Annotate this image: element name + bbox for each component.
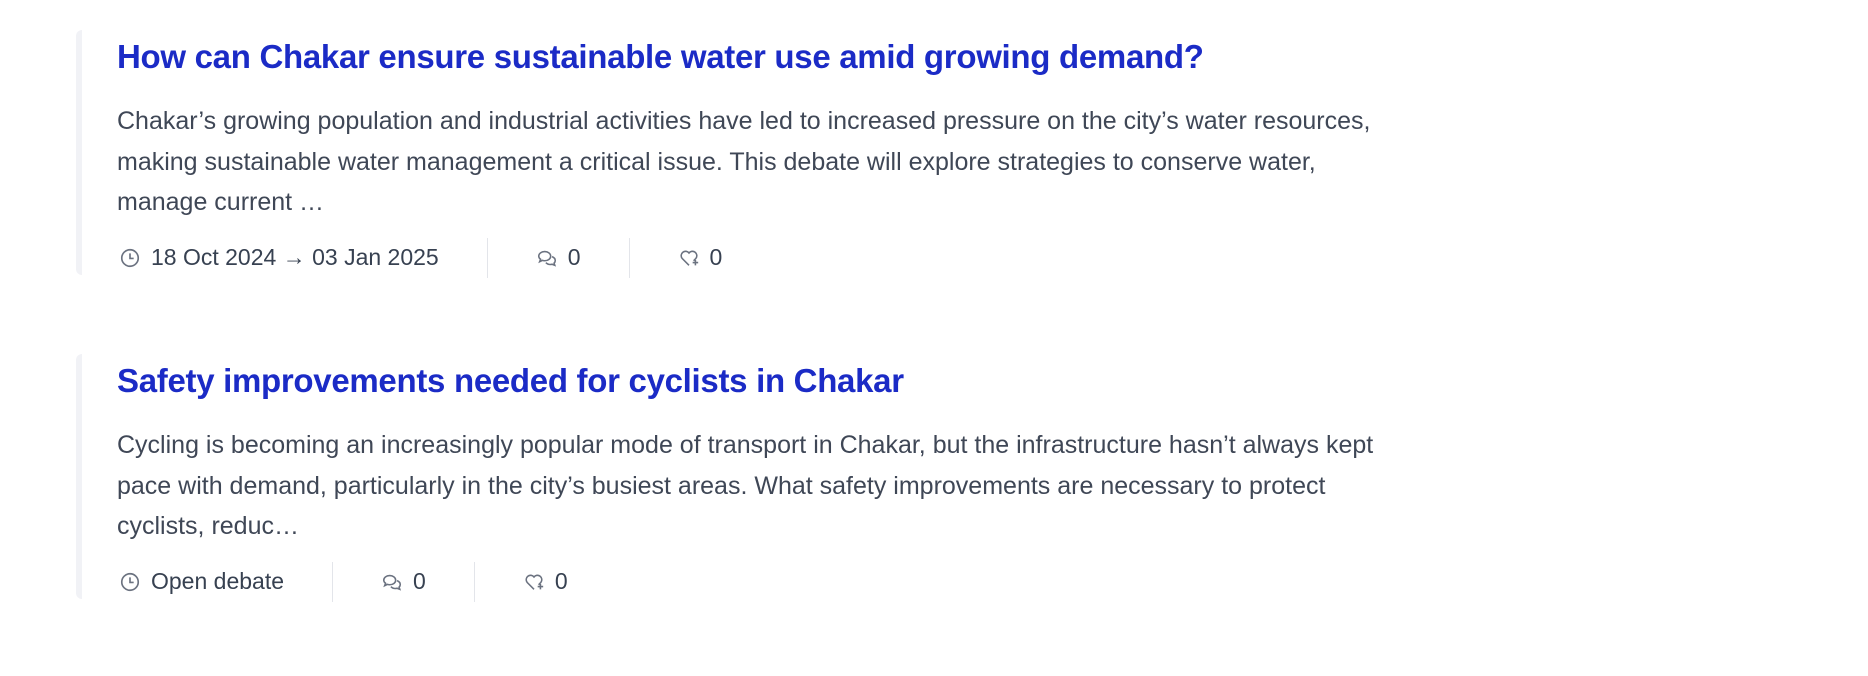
endorsements-count-value: 0 bbox=[554, 568, 568, 594]
comments-icon bbox=[537, 250, 556, 267]
comments-count: 0 bbox=[332, 561, 474, 602]
description-line: cyclists, reduc… bbox=[117, 512, 299, 540]
debate-title-link[interactable]: Safety improvements needed for cyclists … bbox=[117, 362, 904, 399]
description-line: Cycling is becoming an increasingly popu… bbox=[117, 431, 1374, 459]
debate-status: Open debate bbox=[117, 562, 332, 602]
debate-description: Cycling is becoming an increasingly popu… bbox=[117, 425, 1676, 547]
heart-plus-icon bbox=[679, 250, 698, 266]
debate-card: Safety improvements needed for cyclists … bbox=[76, 354, 1676, 602]
comments-icon bbox=[382, 574, 402, 591]
clock-icon bbox=[120, 572, 140, 591]
endorsements-count: 0 bbox=[628, 237, 771, 278]
endorsements-count: 0 bbox=[473, 561, 616, 602]
status-text: Open debate bbox=[151, 568, 285, 594]
debate-status: 18 Oct 2024 → 03 Jan 2025 bbox=[117, 238, 487, 278]
description-line: making sustainable water management a cr… bbox=[117, 147, 1316, 176]
debate-description: Chakar’s growing population and industri… bbox=[117, 101, 1676, 223]
clock-icon bbox=[120, 248, 140, 267]
status-text: 18 Oct 2024 → 03 Jan 2025 bbox=[151, 244, 439, 270]
debate-meta: Open debate 0 0 bbox=[117, 561, 1676, 602]
description-line: Chakar’s growing population and industri… bbox=[117, 107, 1371, 135]
description-line: pace with demand, particularly in the ci… bbox=[117, 471, 1326, 500]
endorsements-count-value: 0 bbox=[709, 244, 723, 270]
comments-count-value: 0 bbox=[413, 568, 426, 594]
comments-count-value: 0 bbox=[567, 244, 581, 270]
debate-title-link[interactable]: How can Chakar ensure sustainable water … bbox=[117, 38, 1204, 75]
debate-card: How can Chakar ensure sustainable water … bbox=[76, 30, 1676, 278]
comments-count: 0 bbox=[486, 237, 629, 278]
description-line: manage current … bbox=[117, 188, 325, 216]
debate-meta: 18 Oct 2024 → 03 Jan 2025 0 0 bbox=[117, 237, 1676, 278]
heart-plus-icon bbox=[525, 574, 543, 590]
